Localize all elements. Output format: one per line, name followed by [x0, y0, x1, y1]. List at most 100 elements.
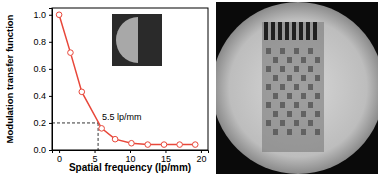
x-tick-label: 20	[196, 154, 206, 164]
series-line	[59, 15, 195, 145]
pattern-cell	[308, 120, 313, 126]
pattern-cell	[315, 111, 320, 117]
y-tick-label: 0.6	[33, 64, 46, 74]
pattern-cell	[301, 57, 306, 63]
pattern-cell	[287, 129, 292, 135]
x-axis-line	[53, 151, 209, 154]
y-axis-title: Modulation transfer function	[4, 14, 15, 143]
series-point	[192, 142, 198, 148]
y-tick: 0.4	[33, 91, 52, 101]
y-tick-mark	[49, 150, 52, 151]
pattern-cell	[266, 66, 271, 72]
y-tick: 0.0	[33, 145, 52, 155]
series-point	[112, 136, 118, 142]
y-tick-label: 0.0	[33, 145, 46, 155]
plot-frame	[52, 8, 208, 150]
series-point	[161, 142, 167, 148]
y-tick-mark	[49, 69, 52, 70]
y-tick: 1.0	[33, 10, 52, 20]
y-tick-label: 1.0	[33, 10, 46, 20]
pattern-cell	[308, 84, 313, 90]
pattern-cell	[301, 93, 306, 99]
pattern-cell	[308, 66, 313, 72]
y-tick-label: 0.2	[33, 118, 46, 128]
pattern-cell	[266, 120, 271, 126]
pattern-cell	[315, 57, 320, 63]
inset-image	[112, 14, 162, 66]
pattern-cell	[294, 102, 299, 108]
pattern-bar	[313, 22, 317, 40]
pattern-bar	[278, 22, 282, 40]
series-point	[56, 12, 62, 18]
pattern-cell	[273, 129, 278, 135]
pattern-cell	[287, 111, 292, 117]
pattern-cell	[294, 120, 299, 126]
pattern-bar	[271, 22, 275, 40]
plot-area	[52, 12, 198, 150]
y-tick-mark	[49, 42, 52, 43]
x-axis-title: Spatial frequency (lp/mm)	[69, 162, 191, 173]
x-tick: 0	[57, 150, 62, 164]
pattern-cell	[266, 102, 271, 108]
pattern-cell	[280, 84, 285, 90]
y-tick-mark	[49, 15, 52, 16]
inset-edge	[116, 17, 138, 63]
annotation-vline	[98, 123, 99, 150]
x-tick: 20	[196, 150, 206, 164]
pattern-cell	[294, 66, 299, 72]
y-tick-mark	[49, 123, 52, 124]
pattern-bar	[285, 22, 289, 40]
photo-field	[216, 2, 378, 174]
series-point	[145, 142, 151, 148]
pattern-bar	[306, 22, 310, 40]
pattern-cell	[273, 75, 278, 81]
x-tick-mark	[59, 150, 60, 153]
annotation-text: 5.5 lp/mm	[102, 112, 142, 122]
series-point	[79, 89, 85, 95]
pattern-bar	[299, 22, 303, 40]
pattern-cell	[266, 84, 271, 90]
pattern-cell	[280, 102, 285, 108]
x-tick-mark	[201, 150, 202, 153]
annotation-hline	[52, 122, 98, 123]
y-tick-label: 0.8	[33, 37, 46, 47]
series-point	[177, 142, 183, 148]
pattern-cell	[294, 84, 299, 90]
inset-background	[112, 14, 162, 66]
pattern-cell	[315, 129, 320, 135]
pattern-cell	[287, 57, 292, 63]
x-tick-mark	[165, 150, 166, 153]
y-axis-line	[49, 9, 53, 151]
pattern-cell	[273, 93, 278, 99]
pattern-cell	[287, 93, 292, 99]
pattern-cell	[301, 75, 306, 81]
x-tick-mark	[130, 150, 131, 153]
pattern-cell	[315, 75, 320, 81]
pattern-bar	[264, 22, 268, 40]
y-tick-mark	[49, 96, 52, 97]
test-pattern	[262, 22, 324, 152]
pattern-cell	[308, 102, 313, 108]
pattern-cell	[280, 120, 285, 126]
pattern-cell	[273, 57, 278, 63]
series-point	[99, 126, 105, 132]
pattern-cell	[273, 111, 278, 117]
pattern-cell	[301, 129, 306, 135]
series-point	[68, 50, 74, 56]
series-point	[129, 140, 135, 146]
y-tick: 0.6	[33, 64, 52, 74]
pattern-cell	[280, 48, 285, 54]
radiograph	[212, 2, 378, 174]
y-axis: 0.0 0.2 0.4 0.6 0.8 1.0	[33, 9, 52, 156]
pattern-cell	[308, 48, 313, 54]
pattern-cell	[315, 93, 320, 99]
pattern-cell	[294, 48, 299, 54]
pattern-cell	[301, 111, 306, 117]
pattern-cell	[280, 66, 285, 72]
x-tick-mark	[95, 150, 96, 153]
y-tick: 0.2	[33, 118, 52, 128]
x-tick-label: 0	[57, 154, 62, 164]
y-tick: 0.8	[33, 37, 52, 47]
y-tick-label: 0.4	[33, 91, 46, 101]
pattern-cell	[287, 75, 292, 81]
